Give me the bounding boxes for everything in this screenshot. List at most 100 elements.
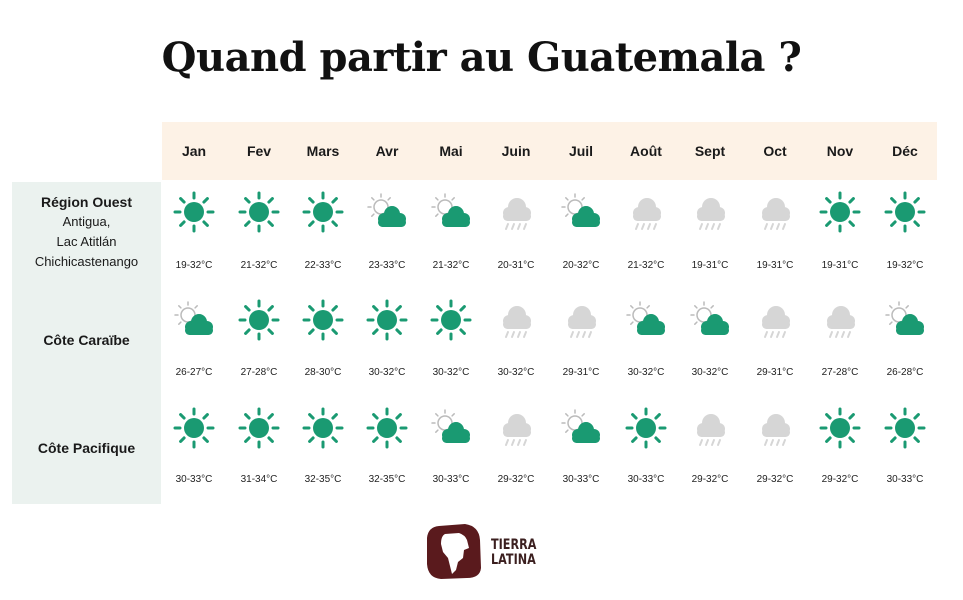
month-header: Août	[630, 143, 662, 159]
temperature-range: 26-27°C	[175, 367, 213, 378]
logo-mark-icon	[427, 524, 481, 579]
temperature-range: 19-32°C	[175, 260, 213, 271]
temperature-range: 21-32°C	[627, 260, 665, 271]
region-subtitle-line: Lac Atitlán	[56, 234, 117, 249]
month-header: Jan	[181, 143, 207, 159]
partly-cloudy-icon	[559, 190, 603, 234]
partly-cloudy-icon	[172, 298, 216, 342]
temperature-range: 19-31°C	[691, 260, 729, 271]
temperature-range: 29-31°C	[562, 367, 600, 378]
month-header: Juin	[501, 143, 531, 159]
partly-cloudy-icon	[429, 190, 473, 234]
sun-icon	[624, 406, 668, 450]
temperature-range: 27-28°C	[240, 367, 278, 378]
month-header: Avr	[375, 143, 399, 159]
temperature-range: 30-33°C	[562, 474, 600, 485]
sun-icon	[365, 406, 409, 450]
temperature-range: 21-32°C	[432, 260, 470, 271]
region-label-pacifique: Côte Pacifique	[12, 438, 161, 458]
temperature-range: 32-35°C	[304, 474, 342, 485]
temperature-range: 30-32°C	[368, 367, 406, 378]
sun-icon	[818, 190, 862, 234]
sun-icon	[883, 406, 927, 450]
partly-cloudy-icon	[365, 190, 409, 234]
brand-logo: TIERRA LATINA	[425, 522, 545, 580]
region-label-caraibe: Côte Caraïbe	[12, 330, 161, 350]
sun-icon	[429, 298, 473, 342]
partly-cloudy-icon	[883, 298, 927, 342]
sun-icon	[237, 406, 281, 450]
temperature-range: 27-28°C	[821, 367, 859, 378]
sun-icon	[301, 298, 345, 342]
month-header: Mars	[306, 143, 340, 159]
temperature-range: 19-32°C	[886, 260, 924, 271]
sun-icon	[818, 406, 862, 450]
temperature-range: 30-33°C	[175, 474, 213, 485]
rain-icon	[494, 190, 538, 234]
region-subtitle-line: Chichicastenango	[34, 254, 139, 269]
sun-icon	[237, 298, 281, 342]
temperature-range: 28-30°C	[304, 367, 342, 378]
sun-icon	[301, 190, 345, 234]
temperature-range: 30-32°C	[497, 367, 535, 378]
rain-icon	[753, 406, 797, 450]
partly-cloudy-icon	[624, 298, 668, 342]
partly-cloudy-icon	[688, 298, 732, 342]
temperature-range: 29-32°C	[691, 474, 729, 485]
region-name: Côte Pacifique	[37, 440, 136, 456]
logo-text: TIERRA LATINA	[491, 538, 536, 568]
temperature-range: 22-33°C	[304, 260, 342, 271]
rain-icon	[753, 298, 797, 342]
rain-icon	[818, 298, 862, 342]
sun-icon	[237, 190, 281, 234]
temperature-range: 30-33°C	[432, 474, 470, 485]
temperature-range: 20-32°C	[562, 260, 600, 271]
sun-icon	[883, 190, 927, 234]
region-column: Région Ouest Antigua, Lac Atitlán Chichi…	[12, 182, 161, 504]
temperature-range: 30-32°C	[432, 367, 470, 378]
region-name: Région Ouest	[40, 194, 132, 210]
temperature-range: 30-32°C	[627, 367, 665, 378]
region-subtitle-line: Antigua,	[62, 214, 111, 229]
month-header: Déc	[892, 143, 918, 159]
temperature-range: 23-33°C	[368, 260, 406, 271]
partly-cloudy-icon	[429, 406, 473, 450]
region-label-ouest: Région Ouest Antigua, Lac Atitlán Chichi…	[12, 192, 161, 272]
temperature-range: 29-32°C	[821, 474, 859, 485]
month-header: Fev	[246, 143, 272, 159]
logo-line-1: TIERRA	[491, 537, 537, 553]
sun-icon	[172, 190, 216, 234]
temperature-range: 32-35°C	[368, 474, 406, 485]
temperature-range: 30-32°C	[691, 367, 729, 378]
temperature-range: 20-31°C	[497, 260, 535, 271]
temperature-range: 26-28°C	[886, 367, 924, 378]
sun-icon	[365, 298, 409, 342]
rain-icon	[753, 190, 797, 234]
partly-cloudy-icon	[559, 406, 603, 450]
sun-icon	[301, 406, 345, 450]
rain-icon	[559, 298, 603, 342]
month-header: Sept	[694, 143, 726, 159]
rain-icon	[688, 406, 732, 450]
temperature-range: 30-33°C	[627, 474, 665, 485]
rain-icon	[494, 298, 538, 342]
temperature-range: 31-34°C	[240, 474, 278, 485]
rain-icon	[688, 190, 732, 234]
temperature-range: 21-32°C	[240, 260, 278, 271]
month-header-bar: Jan Fev Mars Avr Mai Juin Juil Août Sept Oct Nov Dé…	[162, 122, 937, 180]
month-header: Oct	[763, 143, 787, 159]
temperature-range: 29-32°C	[497, 474, 535, 485]
rain-icon	[624, 190, 668, 234]
temperature-range: 30-33°C	[886, 474, 924, 485]
temperature-range: 29-31°C	[756, 367, 794, 378]
month-header: Juil	[568, 143, 594, 159]
month-header: Nov	[826, 143, 854, 159]
month-header: Mai	[439, 143, 463, 159]
temperature-range: 29-32°C	[756, 474, 794, 485]
page-title: Quand partir au Guatemala ?	[161, 34, 802, 81]
logo-line-2: LATINA	[491, 552, 536, 568]
rain-icon	[494, 406, 538, 450]
region-name: Côte Caraïbe	[43, 332, 130, 348]
sun-icon	[172, 406, 216, 450]
temperature-range: 19-31°C	[821, 260, 859, 271]
